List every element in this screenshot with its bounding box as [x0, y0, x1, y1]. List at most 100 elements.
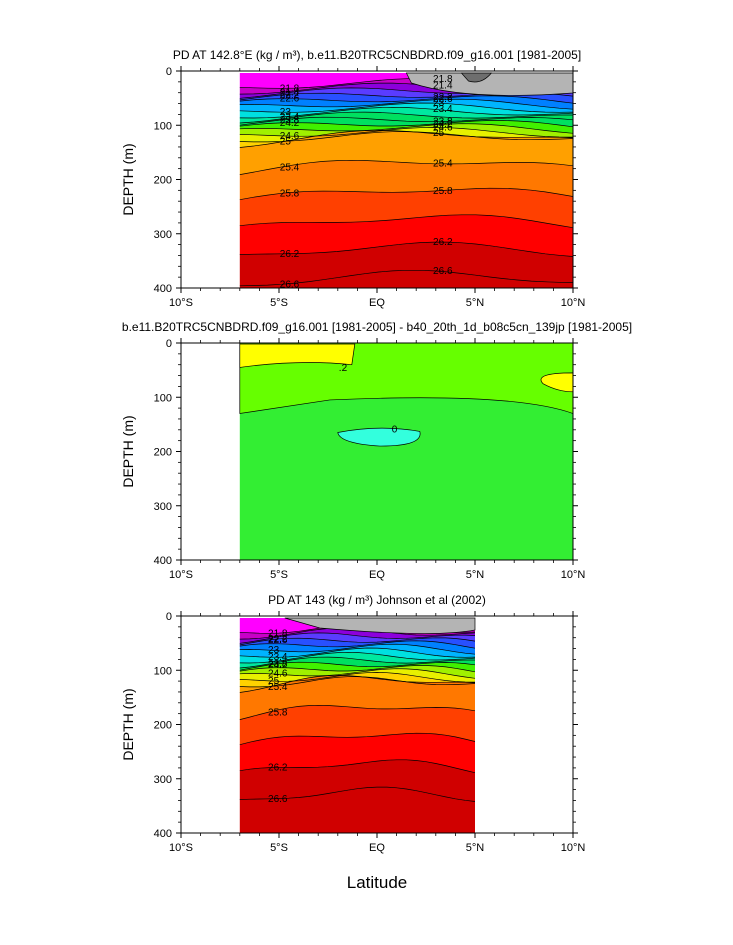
contour-line	[239, 647, 476, 658]
x-tick-label: 10°N	[561, 297, 586, 309]
contour-line	[239, 116, 574, 126]
contour-label: 25.4	[433, 159, 453, 170]
contour-label: 25	[268, 676, 280, 687]
contour-label: 25	[280, 137, 292, 148]
contour-label: 21.4	[433, 81, 453, 92]
contour-line	[239, 106, 574, 119]
contour-label: 23	[268, 645, 280, 656]
contour-label: 23.8	[280, 115, 300, 126]
contour-label: 26.2	[268, 763, 288, 774]
contour-label: 22.2	[280, 90, 300, 101]
contour-line	[239, 672, 476, 683]
contour-label: 23.8	[268, 659, 288, 670]
density-layer	[239, 759, 475, 802]
panel-title: PD AT 142.8°E (kg / m³), b.e11.B20TRC5CN…	[173, 48, 581, 62]
density-layer	[239, 657, 475, 671]
contour-label: 25.8	[268, 707, 288, 718]
density-layer	[239, 160, 574, 200]
contour-line	[239, 786, 476, 802]
contour-line	[239, 123, 574, 134]
contour-label: 25.8	[433, 186, 453, 197]
contour-label: 23.8	[433, 117, 453, 128]
contour-line	[239, 98, 574, 110]
contour-label: 22.2	[433, 92, 453, 103]
contour-line	[239, 759, 476, 774]
x-tick-label: EQ	[369, 842, 385, 854]
density-layer	[239, 648, 475, 663]
density-layer	[239, 644, 475, 658]
contour-label: 23.4	[433, 104, 453, 115]
density-layer	[239, 112, 574, 126]
panel-model-density: 21.821.821.421.422.2 22.222.6 22.6232323.4…	[120, 48, 585, 309]
density-layer	[239, 117, 574, 127]
contour-label: 24.2	[280, 118, 300, 129]
x-tick-label: EQ	[369, 297, 385, 309]
density-layer	[239, 787, 475, 833]
contour-line	[239, 651, 476, 664]
contour-label: 23	[433, 98, 445, 109]
y-tick-label: 100	[154, 665, 172, 677]
difference-region	[337, 427, 421, 447]
density-layer	[239, 270, 574, 288]
contour-line	[239, 704, 476, 720]
x-tick-label: EQ	[369, 569, 385, 581]
density-layer	[239, 668, 475, 683]
density-layer	[284, 617, 476, 634]
contour-label: 22.2	[268, 634, 288, 645]
contour-line	[239, 656, 475, 669]
contour-label: 25	[433, 128, 445, 139]
contour-line	[239, 632, 476, 644]
contour-line	[239, 665, 476, 673]
contour-label: 25.4	[268, 682, 288, 693]
contour-label: 21.8	[433, 74, 453, 85]
contour-line	[239, 187, 574, 201]
contour-line	[239, 241, 574, 257]
x-tick-label: 10°N	[561, 569, 586, 581]
x-tick-label: 10°S	[169, 569, 193, 581]
contour-line	[239, 732, 476, 746]
contour-line	[239, 111, 573, 124]
density-layer	[239, 99, 574, 113]
density-layer	[239, 637, 475, 649]
contour-label: 26.2	[433, 237, 453, 248]
y-tick-label: 200	[154, 720, 172, 732]
x-tick-label: 5°S	[270, 297, 288, 309]
density-layer	[239, 632, 475, 645]
density-layer	[239, 188, 574, 228]
contour-label: 25.8	[280, 188, 300, 199]
x-tick-label: 5°N	[466, 569, 485, 581]
contour-label: 24.6	[280, 131, 300, 142]
contour-label: 23.4	[280, 112, 300, 123]
panel-title: PD AT 143 (kg / m³) Johnson et al (2002)	[268, 593, 486, 607]
density-layer	[239, 214, 574, 257]
y-tick-label: 100	[154, 120, 172, 132]
contour-line	[239, 643, 476, 655]
x-tick-label: 10°N	[561, 842, 586, 854]
density-layer	[460, 72, 493, 83]
density-layer	[239, 705, 475, 745]
x-tick-label: 10°S	[169, 842, 193, 854]
density-layer	[239, 103, 574, 118]
y-tick-label: 100	[154, 392, 172, 404]
density-layer	[239, 640, 475, 655]
y-axis-label: DEPTH (m)	[120, 415, 136, 487]
contour-label: 26.6	[433, 266, 453, 277]
y-tick-label: 400	[154, 828, 172, 840]
contour-label: 0	[392, 425, 398, 436]
difference-region	[540, 372, 574, 393]
contour-label: 26.6	[268, 794, 288, 805]
contour-line	[239, 674, 476, 693]
contour-label: 24.2	[268, 660, 288, 671]
contour-label: 23	[280, 107, 292, 118]
density-layer	[239, 733, 475, 773]
contour-line	[239, 127, 574, 138]
contour-line	[239, 640, 476, 649]
contour-label: .2	[339, 363, 348, 374]
y-tick-label: 300	[154, 774, 172, 786]
density-layer	[239, 92, 574, 104]
density-layer	[239, 87, 574, 100]
y-tick-label: 200	[154, 447, 172, 459]
contour-label: 26.2	[280, 249, 300, 260]
